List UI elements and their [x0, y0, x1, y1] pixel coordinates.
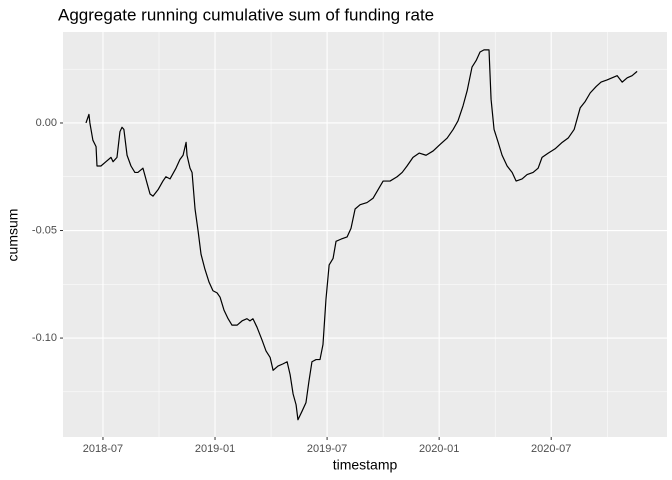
chart-title: Aggregate running cumulative sum of fund…: [58, 5, 434, 24]
data-line: [85, 49, 638, 421]
plot-panel: [63, 32, 667, 437]
y-tick-label: -0.05: [32, 224, 57, 236]
x-tick-label: 2019-01: [195, 443, 235, 455]
x-tick-label: 2020-07: [531, 443, 571, 455]
x-axis-label: timestamp: [333, 457, 398, 473]
y-tick-label: -0.10: [32, 332, 57, 344]
x-tick-label: 2020-01: [419, 443, 459, 455]
y-axis-label: cumsum: [5, 209, 21, 262]
x-tick-label: 2019-07: [307, 443, 347, 455]
x-tick-label: 2018-07: [83, 443, 123, 455]
y-tick-label: 0.00: [36, 117, 57, 129]
